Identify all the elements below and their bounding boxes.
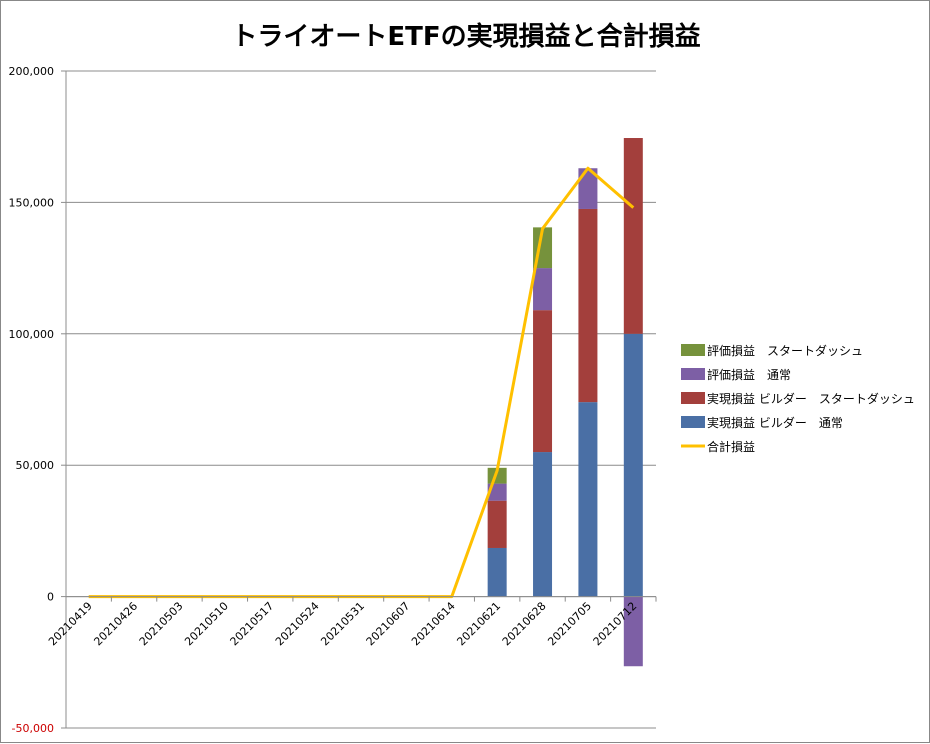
bar-segment <box>623 333 643 597</box>
bar-segment <box>578 208 598 403</box>
x-tick-label: 20210426 <box>91 600 140 649</box>
x-tick-label: 20210607 <box>364 600 413 649</box>
x-tick-label: 20210705 <box>545 600 594 649</box>
legend-label: 実現損益 ビルダー スタートダッシュ <box>707 391 915 406</box>
y-tick-label: 200,000 <box>9 65 55 78</box>
bar-segment <box>623 138 643 334</box>
y-tick-label: 50,000 <box>16 459 55 472</box>
bar-segment <box>533 452 553 597</box>
legend-label: 評価損益 スタートダッシュ <box>707 343 863 358</box>
y-tick-label: -50,000 <box>12 722 54 735</box>
bar-segment <box>533 310 553 453</box>
y-tick-label: 100,000 <box>9 328 55 341</box>
legend-label: 合計損益 <box>707 439 755 454</box>
legend-label: 評価損益 通常 <box>707 367 791 382</box>
legend-label: 実現損益 ビルダー 通常 <box>707 415 843 430</box>
y-tick-label: 150,000 <box>9 196 55 209</box>
bars <box>487 138 643 667</box>
x-tick-label: 20210628 <box>500 600 549 649</box>
x-tick-label: 20210531 <box>318 600 367 649</box>
bar-segment <box>487 500 507 548</box>
bar-segment <box>578 168 598 209</box>
bar-segment <box>623 596 643 667</box>
x-tick-label: 20210510 <box>182 600 231 649</box>
x-tick-label: 20210524 <box>273 600 322 649</box>
y-tick-label: 0 <box>47 591 54 604</box>
bar-segment <box>578 402 598 597</box>
x-tick-label: 20210503 <box>137 600 186 649</box>
x-tick-label: 20210517 <box>228 600 277 649</box>
bar-segment <box>487 547 507 597</box>
x-tick-label: 20210614 <box>409 600 458 649</box>
chart-title: トライオートETFの実現損益と合計損益 <box>231 21 700 52</box>
axes: -50,000 0 50,000 100,000 150,000 200,000 20210… <box>9 65 657 735</box>
x-tick-label: 20210419 <box>46 600 95 649</box>
bar-segment <box>533 268 553 311</box>
legend-swatch <box>681 392 705 404</box>
legend-swatch <box>681 416 705 428</box>
x-tick-label: 20210621 <box>454 600 503 649</box>
legend-swatch <box>681 344 705 356</box>
legend-swatch <box>681 368 705 380</box>
